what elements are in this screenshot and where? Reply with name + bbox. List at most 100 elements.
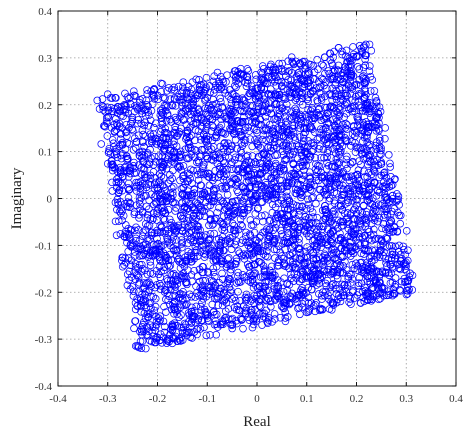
scatter-point — [229, 70, 238, 79]
scatter-point — [182, 206, 191, 214]
scatter-point — [219, 221, 227, 229]
scatter-point — [300, 134, 308, 143]
scatter-point — [353, 113, 361, 121]
scatter-point — [166, 171, 174, 179]
scatter-point — [354, 206, 363, 214]
scatter-point — [234, 174, 243, 182]
scatter-point — [232, 237, 241, 245]
scatter-point — [261, 113, 270, 121]
scatter-point — [221, 314, 229, 322]
scatter-point — [225, 283, 234, 292]
scatter-point — [178, 98, 187, 107]
scatter-point — [363, 101, 371, 110]
scatter-point — [163, 289, 172, 297]
scatter-point — [300, 57, 309, 66]
scatter-point — [280, 261, 288, 270]
scatter-point — [291, 136, 300, 144]
scatter-point — [241, 188, 250, 197]
scatter-point — [291, 96, 300, 104]
scatter-point — [375, 214, 384, 222]
scatter-point — [267, 104, 275, 113]
scatter-point — [360, 181, 368, 190]
scatter-point — [348, 107, 356, 116]
x-tick-label: -0.3 — [99, 393, 117, 405]
scatter-point — [149, 91, 158, 99]
scatter-point — [139, 138, 147, 146]
scatter-point — [258, 76, 266, 85]
scatter-point — [331, 162, 339, 171]
scatter-point — [237, 70, 245, 78]
scatter-point — [386, 224, 394, 233]
scatter-point — [141, 220, 150, 228]
scatter-point — [140, 192, 148, 200]
scatter-point — [197, 231, 205, 240]
scatter-point — [223, 71, 231, 79]
scatter-point — [221, 89, 229, 97]
scatter-point — [323, 127, 331, 136]
scatter-point — [256, 115, 265, 124]
scatter-point — [239, 324, 247, 333]
scatter-point — [234, 277, 243, 285]
scatter-point — [288, 58, 297, 67]
scatter-point — [306, 178, 315, 186]
scatter-point — [284, 57, 292, 65]
scatter-point — [131, 342, 140, 350]
scatter-point — [377, 201, 385, 210]
scatter-point — [359, 118, 367, 127]
scatter-point — [316, 274, 324, 283]
scatter-point — [337, 71, 345, 79]
scatter-point — [200, 305, 209, 314]
scatter-point — [360, 269, 369, 278]
scatter-point — [115, 207, 124, 216]
scatter-point — [212, 251, 220, 260]
scatter-point — [303, 77, 312, 85]
scatter-point — [341, 239, 349, 248]
scatter-point — [228, 117, 236, 126]
scatter-point — [149, 214, 158, 222]
scatter-point — [304, 283, 313, 292]
scatter-point — [195, 75, 203, 84]
scatter-point — [228, 108, 237, 116]
scatter-point — [197, 181, 206, 190]
scatter-point — [251, 158, 260, 166]
scatter-point — [281, 314, 290, 322]
scatter-point — [375, 113, 383, 122]
scatter-point — [357, 103, 366, 112]
scatter-point — [149, 130, 158, 138]
scatter-point — [177, 108, 186, 117]
scatter-point — [211, 133, 219, 142]
scatter-point — [217, 237, 226, 245]
scatter-point — [250, 269, 258, 278]
scatter-point — [246, 135, 255, 143]
scatter-point — [281, 245, 289, 254]
scatter-point — [232, 95, 240, 104]
scatter-point — [393, 190, 401, 198]
scatter-point — [364, 246, 373, 254]
scatter-point — [135, 148, 144, 157]
scatter-point — [125, 276, 133, 284]
scatter-point — [136, 242, 144, 251]
scatter-point — [152, 134, 160, 143]
scatter-point — [284, 142, 293, 151]
scatter-point — [331, 254, 339, 263]
scatter-point — [122, 221, 130, 229]
scatter-point — [116, 135, 125, 143]
scatter-point — [310, 128, 319, 137]
scatter-point — [313, 98, 322, 106]
scatter-point — [125, 230, 134, 239]
scatter-point — [250, 112, 259, 121]
scatter-point — [271, 254, 279, 262]
scatter-point — [304, 195, 312, 204]
scatter-point — [240, 107, 248, 116]
scatter-point — [241, 293, 250, 302]
scatter-point — [121, 145, 130, 153]
scatter-point — [238, 197, 247, 205]
scatter-point — [228, 261, 236, 270]
scatter-point — [301, 128, 310, 137]
scatter-point — [203, 314, 212, 322]
scatter-point — [353, 53, 361, 61]
scatter-point — [152, 338, 160, 347]
scatter-point — [145, 278, 153, 286]
scatter-point — [117, 209, 125, 218]
scatter-point — [362, 145, 370, 154]
